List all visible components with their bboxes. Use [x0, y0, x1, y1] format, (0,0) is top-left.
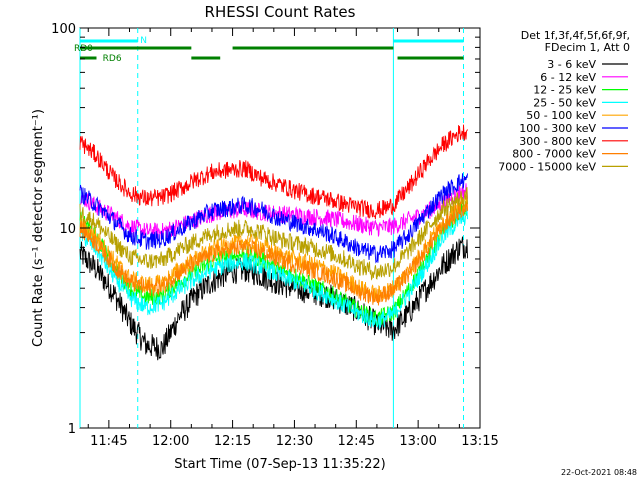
x-tick-label-6: 13:15 — [461, 434, 498, 449]
series-lines — [79, 28, 468, 428]
series-line-0 — [79, 236, 468, 361]
y-tick-label-1: 10 — [59, 222, 76, 237]
series-line-3 — [79, 207, 468, 330]
legend-label-7: 800 - 7000 keV — [512, 148, 596, 161]
flag-bars: N RD0 RD6 — [74, 36, 464, 64]
legend-label-1: 6 - 12 keV — [540, 71, 596, 84]
x-tick-label-1: 12:00 — [152, 434, 189, 449]
legend-label-2: 12 - 25 keV — [533, 84, 596, 97]
x-tick-label-3: 12:30 — [276, 434, 313, 449]
y-tick-label-0: 1 — [68, 422, 76, 437]
x-tick-label-5: 13:00 — [399, 434, 436, 449]
y-tick-label-2: 100 — [51, 22, 76, 37]
axis-ticks: 11:45 12:00 12:15 12:30 12:45 13:00 13:15 1 10 10… — [51, 22, 499, 449]
series-line-6 — [79, 124, 468, 220]
chart-title: RHESSI Count Rates — [205, 3, 356, 21]
legend-label-4: 50 - 100 keV — [526, 109, 596, 122]
flag-label-rd0: RD0 — [74, 44, 93, 54]
x-tick-label-0: 11:45 — [90, 434, 127, 449]
legend-label-5: 100 - 300 keV — [519, 122, 596, 135]
series-line-7 — [79, 201, 468, 306]
x-tick-label-2: 12:15 — [214, 434, 251, 449]
legend-header-line-1: Det 1f,3f,4f,5f,6f,9f, — [521, 29, 630, 42]
timestamp: 22-Oct-2021 08:48 — [561, 468, 637, 477]
legend-label-8: 7000 - 15000 keV — [498, 160, 596, 173]
y-axis-label: Count Rate (s⁻¹ detector segment⁻¹) — [31, 109, 46, 347]
plot-frame — [79, 27, 481, 429]
x-axis-label: Start Time (07-Sep-13 11:35:22) — [174, 457, 385, 472]
legend-header-line-2: FDecim 1, Att 0 — [545, 41, 630, 54]
legend-label-6: 300 - 800 keV — [519, 135, 596, 148]
flag-label-n: N — [140, 36, 147, 46]
legend-label-3: 25 - 50 keV — [533, 96, 596, 109]
series-line-8 — [79, 186, 468, 281]
series-line-5 — [79, 173, 468, 264]
x-tick-label-4: 12:45 — [338, 434, 375, 449]
flag-label-rd6: RD6 — [103, 54, 122, 64]
legend-label-0: 3 - 6 keV — [547, 58, 596, 71]
